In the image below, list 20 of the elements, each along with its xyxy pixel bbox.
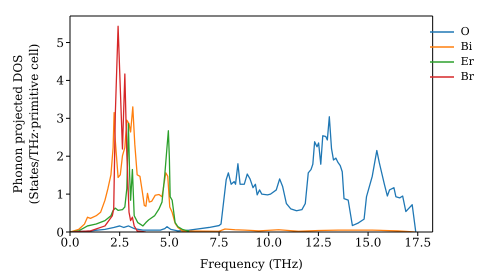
x-tick-label: 7.5 [209, 236, 229, 250]
legend-label: Er [460, 55, 474, 68]
x-tick-label: 5.0 [160, 236, 179, 250]
x-tick-label: 2.5 [110, 236, 130, 250]
y-tick-label: 1 [56, 187, 64, 202]
x-tick-label: 10.0 [255, 236, 282, 250]
x-tick-label: 17.5 [404, 236, 432, 250]
y-tick-label: 4 [56, 74, 64, 88]
y-tick-label: 3 [56, 112, 64, 126]
legend-label: Br [460, 70, 474, 83]
legend-label: O [460, 25, 470, 38]
legend-label: Bi [460, 40, 472, 53]
x-axis-title: Frequency (THz) [200, 257, 303, 271]
y-tick-label: 5 [56, 36, 64, 50]
x-tick-label: 15.0 [354, 236, 382, 250]
y-axis-title: Phonon projected DOS (States/THz·primitive cell) [11, 44, 41, 204]
line-series [70, 122, 190, 232]
y-tick-label: 2 [56, 149, 64, 164]
x-tick-label: 12.5 [305, 236, 332, 250]
line-series [70, 26, 147, 232]
